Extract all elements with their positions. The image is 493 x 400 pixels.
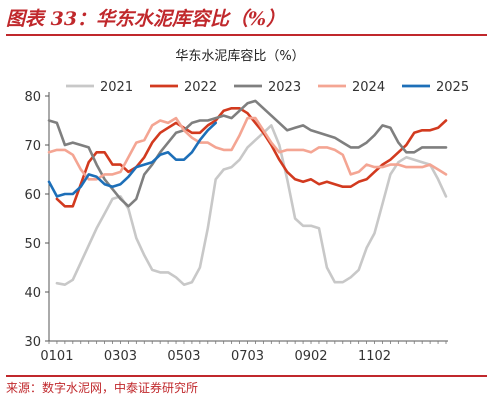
x-tick-label: 1102 [358, 349, 391, 364]
y-tick-label: 30 [24, 335, 41, 350]
series-line-2023 [47, 99, 448, 208]
x-tick-label: 0703 [231, 349, 264, 364]
source-note: 来源：数字水泥网，中泰证券研究所 [6, 375, 487, 399]
legend: 2021 2022 2023 2024 2025 [66, 80, 469, 95]
legend-label-2023: 2023 [268, 80, 301, 95]
axes: 30 40 50 60 70 80 0101 0303 0503 0703 0902 1102 [24, 90, 448, 364]
y-tick-label: 40 [24, 286, 41, 301]
x-tick-label: 0101 [40, 349, 73, 364]
legend-label-2024: 2024 [352, 80, 385, 95]
y-tick-label: 70 [24, 139, 41, 154]
x-tick-label: 0902 [294, 349, 327, 364]
legend-label-2022: 2022 [184, 80, 217, 95]
line-chart: 华东水泥库容比（%） 2021 2022 2023 2024 2025 30 40 50 60… [24, 48, 469, 364]
series-line-2024 [47, 116, 448, 181]
legend-label-2021: 2021 [100, 80, 133, 95]
series-line-2025 [47, 121, 217, 198]
y-tick-label: 80 [24, 90, 41, 105]
figure-title: 图表 33：华东水泥库容比（%） [6, 4, 487, 36]
y-tick-label: 50 [24, 237, 41, 252]
chart-title: 华东水泥库容比（%） [175, 48, 304, 64]
x-tick-label: 0503 [167, 349, 200, 364]
y-tick-label: 60 [24, 188, 41, 203]
x-tick-label: 0303 [104, 349, 137, 364]
series-lines [47, 99, 448, 286]
legend-label-2025: 2025 [436, 80, 469, 95]
chart-area: 华东水泥库容比（%） 2021 2022 2023 2024 2025 30 40 50 60… [0, 40, 493, 373]
series-line-2021 [55, 124, 448, 286]
